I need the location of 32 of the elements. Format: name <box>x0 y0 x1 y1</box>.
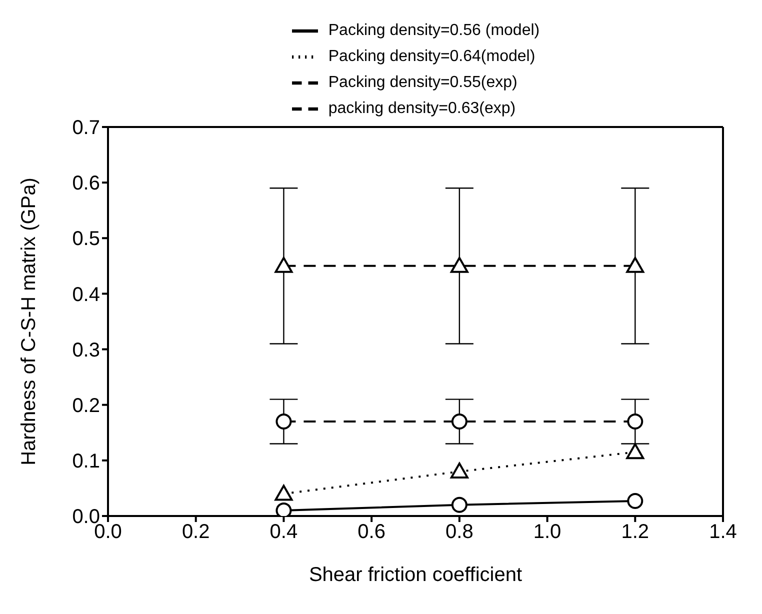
y-tick-label: 0.4 <box>72 284 100 306</box>
x-tick-label: 0.2 <box>182 521 210 544</box>
y-tick-label: 0.2 <box>72 394 100 417</box>
y-tick-label: 0.1 <box>72 450 100 473</box>
point <box>627 414 644 430</box>
point <box>626 443 644 460</box>
y-tick-label: 0.3 <box>72 339 100 362</box>
x-axis-title: Shear friction coefficient <box>308 564 522 586</box>
legend-label: packing density=0.63(exp) <box>328 100 516 118</box>
y-tick-label: 0.6 <box>72 172 100 195</box>
point <box>450 462 468 479</box>
x-tick-label: 0.8 <box>446 521 474 544</box>
legend-label: Packing density=0.55(exp) <box>328 74 518 92</box>
point <box>276 502 292 516</box>
point <box>627 492 644 509</box>
point <box>274 256 293 273</box>
point <box>276 414 292 430</box>
y-axis-title: Hardness of C-S-H matrix (GPa) <box>18 178 40 466</box>
x-tick-label: 0.6 <box>358 521 386 544</box>
y-tick-label: 0.7 <box>72 117 100 140</box>
x-tick-label: 1.2 <box>621 521 650 544</box>
point <box>626 256 644 273</box>
point <box>274 484 293 501</box>
point <box>450 256 468 273</box>
legend-label: Packing density=0.56 (model) <box>328 22 540 40</box>
x-tick-label: 1.4 <box>709 521 737 544</box>
legend-label: Packing density=0.64(model) <box>328 48 536 66</box>
point <box>451 414 468 430</box>
y-tick-label: 0.5 <box>72 228 100 250</box>
point <box>451 496 468 513</box>
x-tick-label: 0.4 <box>270 521 298 544</box>
x-tick-label: 1.0 <box>533 521 562 544</box>
